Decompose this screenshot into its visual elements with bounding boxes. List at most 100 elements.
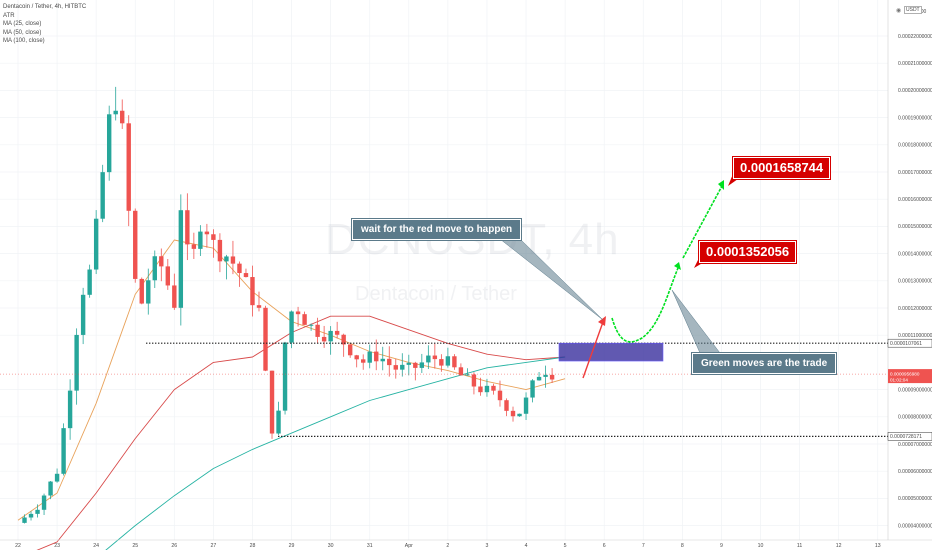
price-tick-label: 0.00021000000 [898, 61, 932, 67]
current-price-box [888, 369, 932, 384]
candle-body [54, 473, 60, 482]
price-tick-label: 0.00011000000 [898, 333, 932, 339]
time-tick-label: 13 [875, 543, 881, 549]
target-price-1[interactable]: 0.0001352056 [699, 241, 797, 263]
time-tick-label: 10 [758, 543, 764, 549]
candle-body [400, 364, 405, 370]
time-tick-label: 4 [525, 543, 528, 549]
candle-body [523, 397, 529, 414]
price-tick-label: 0.00007000000 [898, 442, 932, 448]
candle-body [159, 256, 164, 267]
candles [22, 86, 555, 524]
candle-body [93, 218, 99, 270]
support-price-box [887, 432, 932, 441]
candle-body [517, 413, 522, 417]
time-tick-label: 8 [681, 543, 684, 549]
time-tick-label: 11 [797, 543, 802, 549]
candle-body [243, 273, 249, 278]
candle-body [237, 263, 242, 274]
candle-body [458, 367, 464, 376]
bar-countdown-label: 01:02:04 [890, 378, 908, 383]
candle-body [289, 311, 294, 343]
candle-body [28, 513, 34, 518]
legend-atr[interactable]: ATR [3, 12, 15, 19]
candle-body [510, 410, 516, 417]
candle-body [74, 334, 79, 391]
eye-icon[interactable]: ◉ [896, 8, 902, 14]
ma-line-3 [105, 356, 566, 550]
price-tick-label: 0.00006000000 [898, 469, 932, 475]
candle-body [302, 314, 307, 325]
price-tick-label: 0.00009000000 [898, 387, 932, 393]
candle-body [406, 362, 411, 365]
candle-body [256, 305, 262, 308]
time-tick-label: 22 [15, 543, 21, 549]
candle-body [308, 324, 314, 326]
candle-body [530, 380, 535, 398]
price-tick-label: 0.00008000000 [898, 415, 932, 421]
price-tick-label: 0.00012000000 [898, 306, 932, 312]
candle-body [387, 358, 392, 366]
candle-body [191, 244, 197, 249]
time-tick-label: 3 [486, 543, 489, 549]
note-green-moves[interactable]: Green moves are the trade [692, 353, 837, 374]
candle-body [478, 386, 483, 393]
currency-label[interactable]: USDT [904, 6, 922, 14]
drawing-overlays[interactable] [499, 174, 745, 379]
candle-body [295, 311, 301, 315]
time-tick-label: 24 [93, 543, 99, 549]
candle-body [419, 362, 425, 368]
time-tick-label: Apr [405, 543, 413, 549]
green-projection-arrowhead-1 [674, 262, 681, 270]
time-tick-label: 30 [328, 543, 334, 549]
candle-body [380, 358, 385, 362]
candle-body [549, 374, 555, 380]
time-tick-label: 12 [836, 543, 842, 549]
price-tick-label: 0.00019000000 [898, 115, 932, 121]
note-red-move[interactable]: wait for the red move to happen [352, 219, 522, 240]
legend-symbol[interactable]: Dentacoin / Tether, 4h, HITBTC [3, 4, 87, 10]
current-price-label: 0.0000956980 [890, 372, 920, 377]
candle-body [100, 172, 105, 219]
legend-ma100[interactable]: MA (100, close) [3, 38, 45, 45]
time-tick-label: 31 [367, 543, 373, 549]
candle-body [250, 277, 255, 306]
legend-ma25[interactable]: MA (25, close) [3, 21, 42, 28]
candle-body [152, 256, 157, 281]
candle-body [426, 355, 431, 363]
chart-grid [0, 0, 888, 540]
time-axis[interactable]: 22 23 24 25 26 27 28 29 30 31 Apr 2 3 4 5 6 7 8 9 10 11 12 13 [0, 539, 932, 549]
time-tick-label: 27 [211, 543, 217, 549]
candle-body [41, 495, 47, 510]
candle-body [536, 376, 542, 381]
candle-body [354, 355, 359, 360]
candle-body [276, 410, 281, 434]
candle-body [198, 231, 203, 249]
candle-body [367, 351, 372, 363]
time-tick-label: 9 [720, 543, 723, 549]
legend-ma50[interactable]: MA (50, close) [3, 29, 42, 36]
candle-body [217, 239, 223, 262]
time-tick-label: 23 [54, 543, 60, 549]
candle-body [146, 280, 151, 304]
price-tick-label: 0.00016000000 [898, 197, 932, 203]
price-tick-label: 0.00014000000 [898, 251, 932, 257]
price-axis[interactable]: 000 0.00022000000 0.00021000000 0.000200000… [887, 0, 932, 550]
target-price-2[interactable]: 0.0001658744 [733, 157, 831, 179]
candle-body [445, 356, 451, 366]
candle-body [334, 330, 340, 335]
price-tick-label: 0.00022000000 [898, 34, 932, 40]
candle-body [497, 390, 503, 401]
candle-body [172, 285, 177, 308]
candle-body [393, 365, 398, 370]
candle-body [133, 210, 138, 279]
candle-body [432, 355, 438, 360]
time-tick-label: 25 [132, 543, 138, 549]
candle-body [67, 390, 73, 429]
entry-zone-box [558, 342, 664, 362]
candle-body [341, 334, 346, 345]
candle-body [484, 385, 490, 393]
price-tick-label: 0.00020000000 [898, 88, 932, 94]
candle-body [204, 231, 210, 235]
